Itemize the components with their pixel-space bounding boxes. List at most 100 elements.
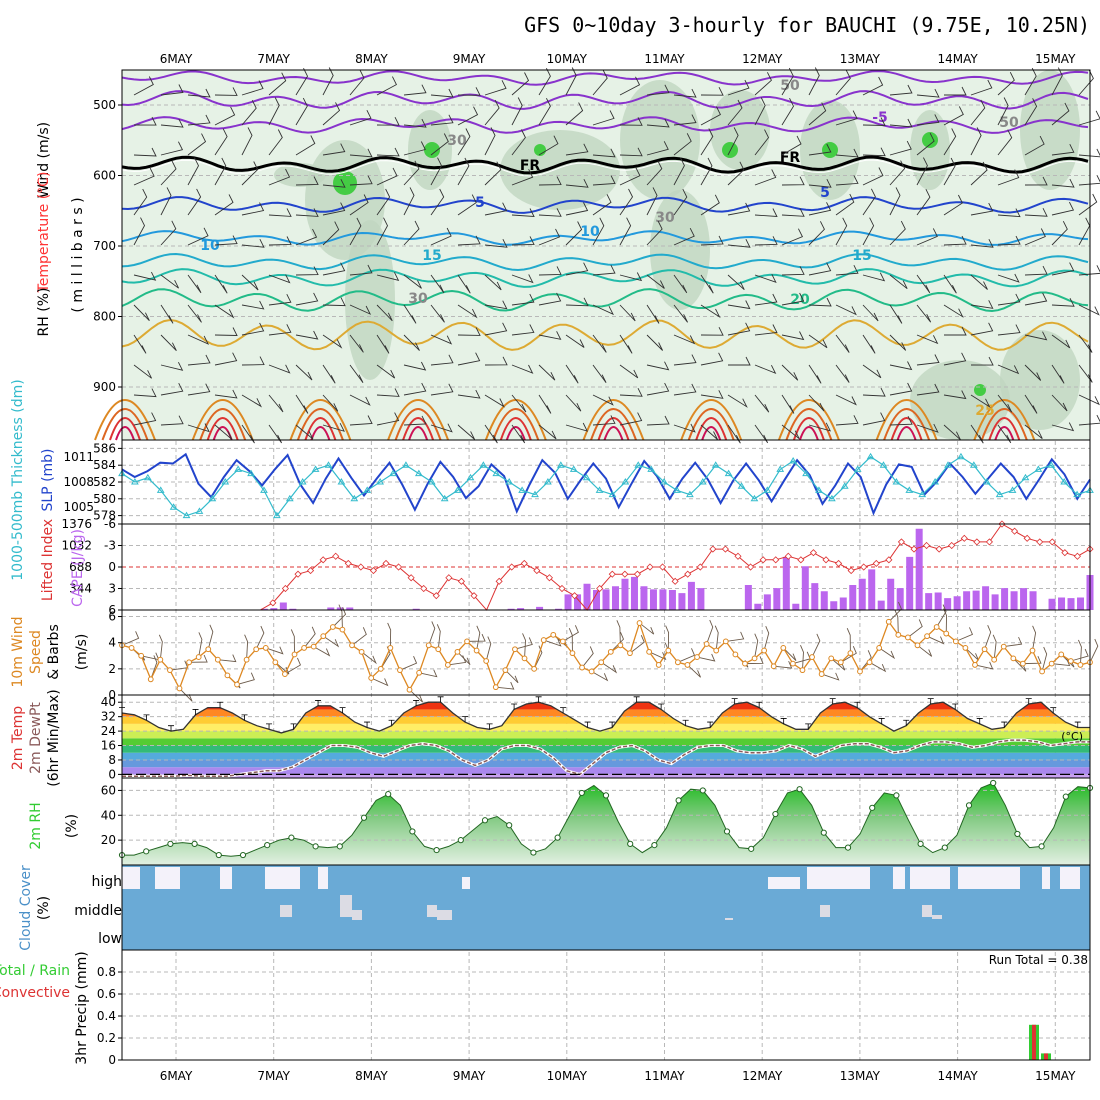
dew-line <box>122 739 1090 777</box>
wind10-point <box>933 624 940 630</box>
wind10-barb <box>1013 658 1027 672</box>
upper-wind-barb <box>457 327 481 336</box>
upper-wind-barb <box>889 415 913 426</box>
wind10-barb <box>859 650 872 672</box>
wind10-point <box>512 646 518 653</box>
rh-point <box>990 779 997 787</box>
rh-point <box>239 851 247 859</box>
thickness-point <box>466 473 475 481</box>
upper-wind-barb <box>997 293 1021 306</box>
upper-wind-barb <box>619 217 632 246</box>
li-point <box>1023 534 1031 542</box>
upper-wind-barb <box>916 304 932 323</box>
upper-wind-barb <box>592 264 616 276</box>
wind10-point <box>857 668 863 675</box>
wind10-barb <box>522 633 526 659</box>
upper-wind-barb <box>727 322 751 336</box>
temp-minmax <box>682 719 689 726</box>
upper-wind-barb <box>1024 228 1046 246</box>
upper-wind-barb <box>646 304 660 324</box>
upper-wind-barb <box>997 424 1012 444</box>
wind10-barb <box>800 644 804 671</box>
li-point <box>533 567 541 575</box>
upper-wind-barb <box>673 383 697 396</box>
li-point <box>432 592 440 600</box>
li-point <box>935 545 943 553</box>
upper-wind-barb <box>673 354 697 366</box>
upper-wind-barb <box>160 415 184 426</box>
wind10-barb <box>351 627 367 646</box>
upper-wind-barb <box>592 394 614 406</box>
contour-t10 <box>121 230 1089 246</box>
upper-wind-barb <box>646 382 670 396</box>
thickness-point <box>1073 490 1081 498</box>
temp-band <box>122 709 1090 717</box>
upper-wind-barb <box>511 274 534 284</box>
wind10-barb <box>773 660 793 669</box>
temp-band <box>122 774 1090 778</box>
cloud-clear-gap <box>220 867 232 889</box>
upper-wind-barb <box>349 175 373 186</box>
wind10-barb <box>706 619 714 645</box>
wind10-barb <box>830 658 846 671</box>
upper-wind-barb <box>268 72 287 96</box>
wind10-point <box>924 633 930 640</box>
upper-wind-barb <box>133 116 157 126</box>
upper-wind-barb <box>970 238 994 248</box>
upper-wind-barb <box>457 128 471 156</box>
wind10-point <box>454 648 461 655</box>
rh-point <box>941 844 948 851</box>
wind10-point <box>329 624 336 630</box>
wind10-barb <box>984 625 992 650</box>
upper-wind-barb <box>322 202 346 216</box>
contour-bl-loop <box>408 426 429 441</box>
thickness-point <box>944 461 952 468</box>
upper-wind-barb <box>457 194 477 216</box>
upper-wind-barb <box>133 334 147 354</box>
ytick-label: 24 <box>101 724 116 738</box>
li-point <box>809 549 817 557</box>
ytick-label: 40 <box>101 808 116 822</box>
temp-minmax <box>658 703 665 710</box>
li-point <box>445 574 453 582</box>
li-point <box>1048 538 1056 546</box>
thickness-point <box>324 461 333 468</box>
wind10-point <box>1039 668 1045 675</box>
cape-bar <box>327 607 335 610</box>
thickness-point <box>182 511 191 519</box>
cloud-clear-gap <box>155 867 180 889</box>
contour-bl-loop <box>785 408 833 441</box>
li-point <box>1061 549 1069 557</box>
upper-wind-barb <box>376 272 400 281</box>
contour-bl-loop <box>582 399 645 441</box>
upper-wind-barb <box>754 129 770 156</box>
cloud-cover-panel <box>122 865 1090 950</box>
upper-wind-barb <box>889 361 913 371</box>
upper-wind-barb <box>592 148 616 158</box>
upper-wind-barb <box>187 227 209 246</box>
ytick-label: 0.6 <box>97 987 116 1001</box>
upper-wind-barb <box>403 187 415 216</box>
wind10-point <box>837 659 844 666</box>
li-point <box>407 574 415 582</box>
upper-wind-barb <box>646 361 670 371</box>
cape-bar <box>1077 597 1085 610</box>
thickness-point <box>802 469 810 477</box>
rh-point <box>1062 793 1069 800</box>
wind10-barb <box>150 655 158 680</box>
ytick-label: 3 <box>108 582 116 596</box>
li-point <box>759 556 767 564</box>
panel1-mb-label: ( m i l l i b a r s ) <box>70 197 86 312</box>
contour-bl-loop <box>115 426 135 441</box>
upper-wind-barb <box>943 235 967 246</box>
wind10-point <box>876 645 883 651</box>
upper-wind-barb <box>133 388 157 398</box>
ytick-label: 582 <box>93 475 116 489</box>
thickness-point <box>247 469 255 477</box>
upper-wind-barb <box>1024 207 1048 217</box>
temp-minmax <box>976 718 983 724</box>
li-point <box>772 556 780 564</box>
wind10-point <box>205 646 212 653</box>
upper-wind-barb <box>997 364 1020 375</box>
upper-wind-barb <box>700 352 724 366</box>
